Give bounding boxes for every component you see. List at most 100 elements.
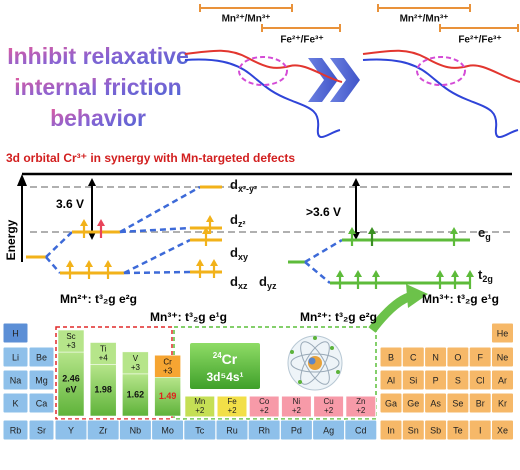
element-symbol: Kr xyxy=(498,398,507,408)
gap-head xyxy=(352,178,360,186)
gap-head xyxy=(88,178,96,186)
element-symbol: C xyxy=(410,352,417,362)
orbital-sub: xz xyxy=(238,281,248,291)
element-symbol: K xyxy=(12,398,18,408)
electron-head xyxy=(368,227,376,234)
element-symbol: Ca xyxy=(36,398,48,408)
orbital-sub: g xyxy=(485,232,491,242)
element-cell xyxy=(491,369,514,391)
element-symbol: Tc xyxy=(195,425,205,435)
element-symbol: Sb xyxy=(430,425,441,435)
electron-dot xyxy=(330,346,334,350)
blue-curve xyxy=(362,58,519,139)
element-symbol: Ne xyxy=(497,352,509,362)
connector xyxy=(45,231,73,258)
bracket xyxy=(377,4,471,12)
element-symbol: B xyxy=(388,352,394,362)
electron-dot xyxy=(313,336,317,340)
element-symbol: I xyxy=(479,425,482,435)
orbital-sub: 2g xyxy=(482,274,493,284)
element-cell xyxy=(248,395,280,418)
element-charge: +2 xyxy=(324,406,334,415)
element-symbol: Ru xyxy=(226,425,238,435)
orbital-base: d xyxy=(230,212,238,227)
orbital-base: t xyxy=(478,267,483,282)
element-cell xyxy=(216,395,248,418)
element-cell xyxy=(28,392,55,414)
electron-head xyxy=(196,259,204,266)
connector xyxy=(304,238,343,264)
element-cell xyxy=(28,346,55,368)
element-cell xyxy=(491,392,514,414)
bar-charge: +3 xyxy=(66,341,76,350)
bracket xyxy=(261,24,341,32)
orbital-base: d xyxy=(230,274,238,289)
electron-head xyxy=(80,219,88,226)
bar-symbol: Cr xyxy=(163,357,172,366)
redox-label: Fe²⁺/Fe³⁺ xyxy=(280,35,323,46)
element-symbol: Rh xyxy=(258,425,270,435)
element-symbol: Se xyxy=(452,398,463,408)
element-symbol: Pd xyxy=(291,425,302,435)
element-cell xyxy=(491,346,514,368)
element-symbol: Fe xyxy=(227,397,237,406)
electron-dot xyxy=(290,350,294,354)
atom-orbit xyxy=(290,353,340,373)
bar-symbol: Ti xyxy=(100,345,107,354)
element-symbol: Y xyxy=(68,425,74,435)
bracket xyxy=(439,24,519,32)
atom-orbit xyxy=(300,341,330,385)
bar-charge: +3 xyxy=(131,363,141,372)
element-symbol: As xyxy=(430,398,441,408)
cr-symbol: 24Cr xyxy=(213,351,238,367)
connector xyxy=(304,261,331,284)
element-cell xyxy=(28,369,55,391)
redox-label: Mn²⁺/Mn³⁺ xyxy=(222,14,271,25)
element-symbol: Co xyxy=(259,397,270,406)
element-charge: +2 xyxy=(356,406,366,415)
energy-label: Energy xyxy=(4,219,18,260)
orbital-label: dxz xyxy=(230,274,248,291)
element-symbol: Br xyxy=(476,398,485,408)
bar-cap xyxy=(154,355,181,378)
orbital-sub: x²-y² xyxy=(238,184,257,194)
electron-head xyxy=(451,270,459,277)
element-symbol: Zn xyxy=(356,397,365,406)
element-symbol: Mn xyxy=(194,397,205,406)
element-cell xyxy=(344,419,378,441)
element-cell xyxy=(491,322,514,344)
element-symbol: Ar xyxy=(498,375,507,385)
electron-dot xyxy=(298,380,302,384)
bar-cap xyxy=(57,329,85,353)
element-symbol: Si xyxy=(409,375,417,385)
element-charge: +2 xyxy=(227,406,237,415)
orbital-label: dyz xyxy=(259,274,277,291)
orbital-sub: yz xyxy=(267,281,277,291)
element-charge: +2 xyxy=(260,406,270,415)
element-cell xyxy=(2,419,29,441)
element-cell xyxy=(313,395,345,418)
element-symbol: Na xyxy=(10,375,22,385)
headline: Inhibit relaxative xyxy=(7,43,189,69)
element-symbol: Te xyxy=(453,425,463,435)
electron-head xyxy=(85,260,93,267)
element-symbol: P xyxy=(433,375,439,385)
electron-head xyxy=(348,227,356,234)
element-symbol: Sr xyxy=(37,425,46,435)
bracket xyxy=(199,4,293,12)
banner: 3d orbital Cr³⁺ in synergy with Mn-targe… xyxy=(6,151,295,165)
cr-config: 3d⁵4s¹ xyxy=(207,370,244,384)
bar-value: 1.62 xyxy=(127,389,145,399)
config-label: Mn²⁺: t³₂g e²g xyxy=(300,310,377,324)
element-cell xyxy=(280,395,312,418)
orbital-base: d xyxy=(259,274,267,289)
connector xyxy=(123,270,191,275)
bar-symbol: V xyxy=(133,354,139,363)
redox-label: Mn²⁺/Mn³⁺ xyxy=(400,14,449,25)
bar-charge: +4 xyxy=(99,354,109,363)
defect-ellipse xyxy=(238,56,288,86)
electron-head xyxy=(210,259,218,266)
bar xyxy=(57,351,85,417)
config-label: Mn³⁺: t³₂g e¹g xyxy=(150,310,227,324)
